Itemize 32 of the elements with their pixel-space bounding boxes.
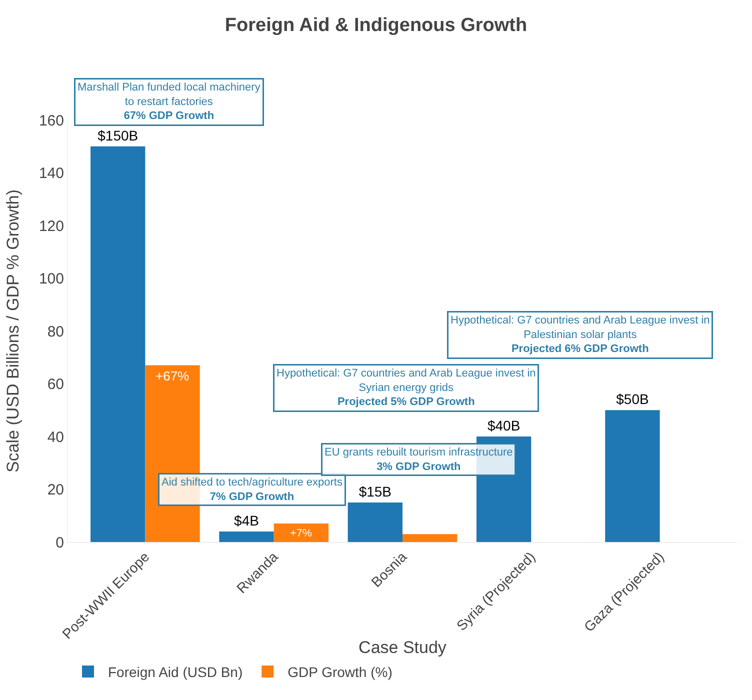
y-tick-label: 80 xyxy=(47,323,64,340)
chart-title: Foreign Aid & Indigenous Growth xyxy=(224,14,528,36)
bar xyxy=(90,146,146,542)
data-label: +7% xyxy=(290,528,312,540)
y-tick-label: 60 xyxy=(47,376,64,393)
annotation: Marshall Plan funded local machinery to restart factories 67% GDP Growth xyxy=(78,82,261,122)
y-tick-label: 160 xyxy=(38,112,64,130)
y-tick-label: 120 xyxy=(38,218,64,235)
y-tick-label: 20 xyxy=(47,482,64,498)
annotation: EU grants rebuilt tourism infrastructure 3% GDP Growth xyxy=(324,446,513,473)
y-tick-label: 40 xyxy=(47,428,64,446)
bar xyxy=(219,531,274,542)
bar xyxy=(348,502,402,542)
y-tick-label: 0 xyxy=(56,534,64,552)
data-label: $50B xyxy=(616,391,649,408)
x-axis-title: Case Study xyxy=(358,638,447,658)
bar xyxy=(274,524,329,542)
data-label: +67% xyxy=(156,368,190,384)
y-tick-label: 100 xyxy=(38,270,64,288)
data-label: $40B xyxy=(487,418,520,434)
bar xyxy=(402,534,458,542)
data-label: $150B xyxy=(98,127,138,144)
y-axis-title: Scale (USD Billions / GDP % Growth) xyxy=(4,189,23,473)
legend-label: GDP Growth (%) xyxy=(288,664,392,680)
annotation: Hypothetical: G7 countries and Arab League invest in Syrian energy grids Projected 5% GDP Growth xyxy=(276,368,536,408)
data-label: $4B xyxy=(234,512,259,528)
legend-label: Foreign Aid (USD Bn) xyxy=(108,664,243,680)
annotation: Hypothetical: G7 countries and Arab League invest in Palestinian solar plants Projected 6% GDP Growth xyxy=(450,314,710,356)
y-tick-label: 140 xyxy=(38,165,64,182)
bar xyxy=(605,410,660,542)
annotation: Aid shifted to tech/agriculture exports 7% GDP Growth xyxy=(162,476,343,503)
data-label: $15B xyxy=(358,483,392,500)
